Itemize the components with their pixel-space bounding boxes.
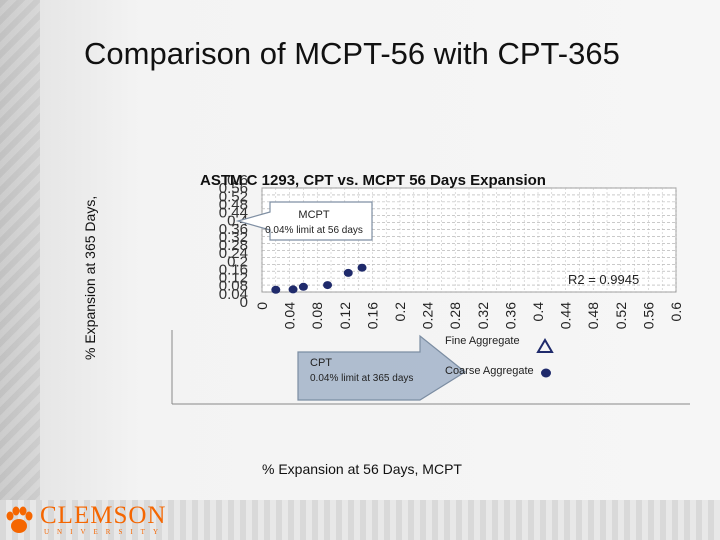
y-tick-label: 0.36 bbox=[219, 221, 248, 238]
y-tick-label: 0.32 bbox=[219, 229, 248, 246]
legend-label-coarse-aggregate: Coarse Aggregate bbox=[445, 365, 534, 377]
x-tick-label: 0.16 bbox=[364, 302, 380, 329]
x-tick-label: 0.24 bbox=[420, 302, 436, 329]
y-tick-label: 0.28 bbox=[219, 237, 248, 254]
y-tick-label: 0 bbox=[240, 294, 248, 311]
x-tick-label: 0.2 bbox=[392, 302, 408, 322]
data-point-coarse-aggregate bbox=[298, 282, 308, 291]
x-tick-label: 0.28 bbox=[447, 302, 463, 329]
y-tick-label: 0.2 bbox=[227, 253, 248, 270]
x-tick-label: 0.08 bbox=[309, 302, 325, 329]
x-tick-label: 0.52 bbox=[613, 302, 629, 329]
data-point-coarse-aggregate bbox=[357, 263, 367, 272]
slide-title: Comparison of MCPT-56 with CPT-365 bbox=[84, 36, 620, 71]
y-tick-label: 0.04 bbox=[219, 286, 248, 303]
x-tick-label: 0.04 bbox=[282, 302, 298, 329]
x-tick-label: 0.6 bbox=[668, 302, 684, 322]
x-tick-label: 0.44 bbox=[558, 302, 574, 329]
paw-icon bbox=[6, 506, 33, 533]
x-tick-label: 0.32 bbox=[475, 302, 491, 329]
legend-label-fine-aggregate: Fine Aggregate bbox=[445, 335, 520, 347]
y-tick-label: 0.56 bbox=[219, 180, 248, 197]
x-tick-label: 0 bbox=[254, 302, 270, 310]
y-tick-label: 0.52 bbox=[219, 188, 248, 205]
r-squared-label: R2 = 0.9945 bbox=[568, 272, 639, 287]
mcpt-callout-box bbox=[235, 201, 373, 241]
scatter-chart: 00.040.080.120.160.20.240.280.320.360.40… bbox=[171, 172, 690, 405]
y-axis-label: % Expansion at 365 Days, bbox=[82, 195, 98, 360]
y-tick-label: 0.08 bbox=[219, 278, 248, 295]
y-tick-label: 0.6 bbox=[227, 172, 248, 189]
cpt-callout-title: CPT bbox=[310, 357, 332, 369]
x-axis-label: % Expansion at 56 Days, MCPT bbox=[262, 461, 462, 477]
cpt-callout-text: 0.04% limit at 365 days bbox=[310, 373, 413, 384]
mcpt-callout-text: 0.04% limit at 56 days bbox=[265, 225, 363, 236]
x-tick-label: 0.36 bbox=[502, 302, 518, 329]
footer-band bbox=[0, 500, 720, 540]
legend-marker-coarse-aggregate bbox=[541, 368, 551, 378]
data-point-coarse-aggregate bbox=[323, 281, 333, 290]
y-tick-label: 0.16 bbox=[219, 261, 248, 278]
x-tick-label: 0.48 bbox=[585, 302, 601, 329]
data-point-coarse-aggregate bbox=[271, 285, 281, 294]
y-tick-label: 0.12 bbox=[219, 270, 248, 287]
logo-name: CLEMSON bbox=[40, 502, 167, 529]
clemson-logo: CLEMSON UNIVERSITY bbox=[40, 502, 167, 536]
mcpt-callout-title: MCPT bbox=[298, 209, 329, 221]
x-tick-label: 0.4 bbox=[530, 302, 546, 322]
x-tick-label: 0.12 bbox=[337, 302, 353, 329]
logo-subtitle: UNIVERSITY bbox=[44, 528, 166, 536]
y-tick-label: 0.48 bbox=[219, 196, 248, 213]
x-tick-label: 0.56 bbox=[640, 302, 656, 329]
data-point-coarse-aggregate bbox=[343, 268, 353, 277]
data-point-coarse-aggregate bbox=[288, 285, 298, 294]
y-tick-label: 0.44 bbox=[219, 205, 248, 222]
legend-marker-fine-aggregate bbox=[536, 338, 554, 353]
chart-title: ASTM C 1293, CPT vs. MCPT 56 Days Expans… bbox=[200, 172, 546, 189]
y-tick-label: 0.24 bbox=[219, 245, 248, 262]
left-decor-band bbox=[0, 0, 40, 540]
cpt-callout-arrow bbox=[297, 334, 467, 401]
